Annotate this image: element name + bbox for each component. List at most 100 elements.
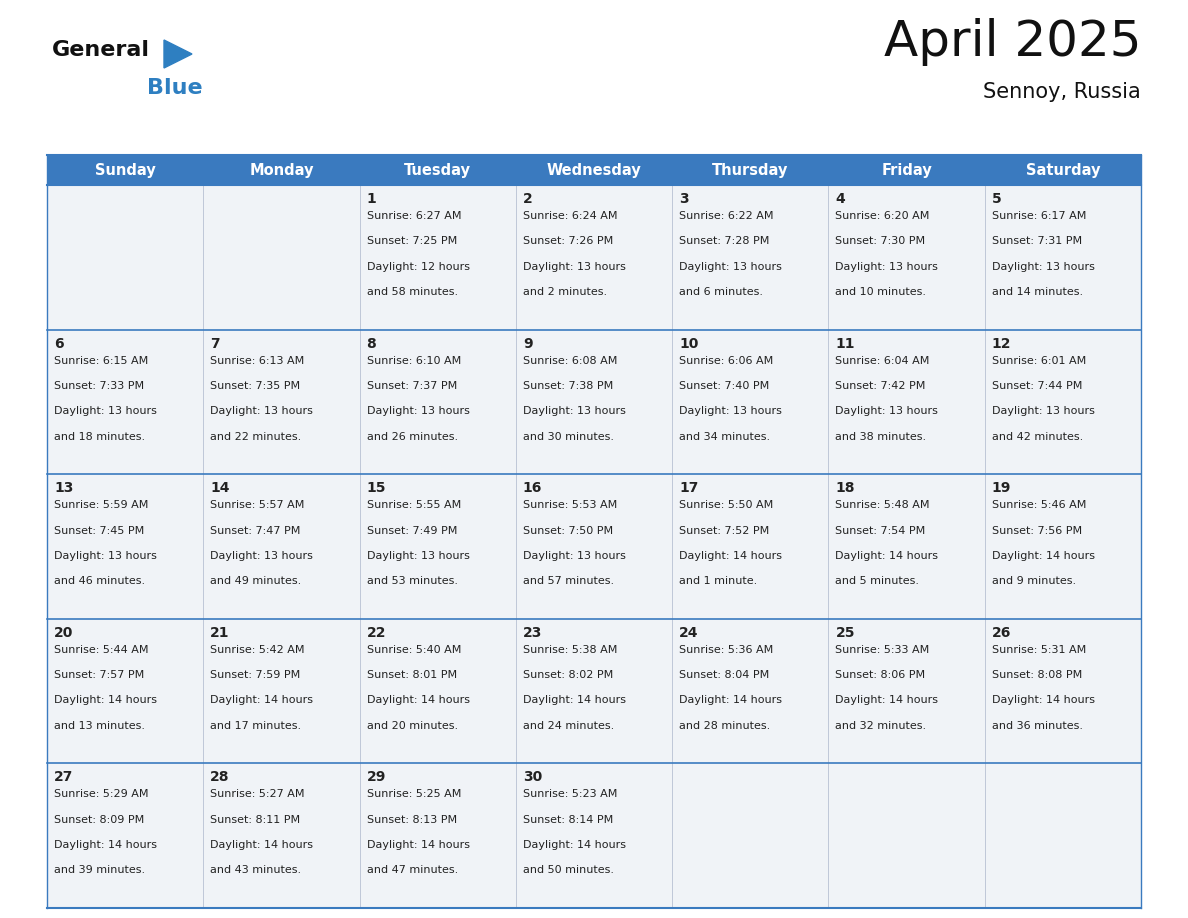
Text: 19: 19 bbox=[992, 481, 1011, 495]
Text: 12: 12 bbox=[992, 337, 1011, 351]
Text: Daylight: 14 hours: Daylight: 14 hours bbox=[992, 696, 1094, 705]
Text: and 50 minutes.: and 50 minutes. bbox=[523, 866, 614, 876]
Text: 5: 5 bbox=[992, 192, 1001, 206]
Text: 17: 17 bbox=[680, 481, 699, 495]
Text: Sunrise: 5:48 AM: Sunrise: 5:48 AM bbox=[835, 500, 930, 510]
Text: Daylight: 14 hours: Daylight: 14 hours bbox=[680, 696, 782, 705]
Text: Sunrise: 6:20 AM: Sunrise: 6:20 AM bbox=[835, 211, 930, 221]
Text: Sunset: 8:04 PM: Sunset: 8:04 PM bbox=[680, 670, 770, 680]
Text: and 20 minutes.: and 20 minutes. bbox=[367, 721, 457, 731]
Bar bbox=[828, 185, 985, 330]
Bar bbox=[360, 185, 516, 330]
Text: Sunrise: 6:22 AM: Sunrise: 6:22 AM bbox=[680, 211, 773, 221]
Text: Sunset: 7:52 PM: Sunset: 7:52 PM bbox=[680, 525, 770, 535]
Bar bbox=[828, 155, 985, 185]
Text: Daylight: 12 hours: Daylight: 12 hours bbox=[367, 262, 469, 272]
Text: Sunrise: 5:33 AM: Sunrise: 5:33 AM bbox=[835, 644, 930, 655]
Text: Sunrise: 5:36 AM: Sunrise: 5:36 AM bbox=[680, 644, 773, 655]
Text: and 46 minutes.: and 46 minutes. bbox=[53, 577, 145, 586]
Text: General: General bbox=[52, 40, 150, 60]
Text: 24: 24 bbox=[680, 626, 699, 640]
Text: Sunrise: 6:06 AM: Sunrise: 6:06 AM bbox=[680, 355, 773, 365]
Bar bbox=[516, 155, 672, 185]
Text: Sunset: 7:44 PM: Sunset: 7:44 PM bbox=[992, 381, 1082, 391]
Text: Sunset: 7:47 PM: Sunset: 7:47 PM bbox=[210, 525, 301, 535]
Bar bbox=[203, 764, 360, 908]
Text: Sunrise: 6:17 AM: Sunrise: 6:17 AM bbox=[992, 211, 1086, 221]
Text: and 43 minutes.: and 43 minutes. bbox=[210, 866, 302, 876]
Text: and 24 minutes.: and 24 minutes. bbox=[523, 721, 614, 731]
Text: 16: 16 bbox=[523, 481, 542, 495]
Text: Sunrise: 5:31 AM: Sunrise: 5:31 AM bbox=[992, 644, 1086, 655]
Text: and 58 minutes.: and 58 minutes. bbox=[367, 287, 457, 297]
Text: 7: 7 bbox=[210, 337, 220, 351]
Bar bbox=[203, 475, 360, 619]
Text: Sunrise: 5:29 AM: Sunrise: 5:29 AM bbox=[53, 789, 148, 800]
Text: Sunrise: 5:55 AM: Sunrise: 5:55 AM bbox=[367, 500, 461, 510]
Text: Sunset: 7:42 PM: Sunset: 7:42 PM bbox=[835, 381, 925, 391]
Text: and 38 minutes.: and 38 minutes. bbox=[835, 431, 927, 442]
Text: and 5 minutes.: and 5 minutes. bbox=[835, 577, 920, 586]
Text: Sunset: 8:13 PM: Sunset: 8:13 PM bbox=[367, 814, 456, 824]
Text: Sunrise: 5:38 AM: Sunrise: 5:38 AM bbox=[523, 644, 618, 655]
Text: and 22 minutes.: and 22 minutes. bbox=[210, 431, 302, 442]
Bar bbox=[985, 330, 1140, 475]
Text: Sunset: 7:59 PM: Sunset: 7:59 PM bbox=[210, 670, 301, 680]
Text: 2: 2 bbox=[523, 192, 532, 206]
Text: 6: 6 bbox=[53, 337, 64, 351]
Bar bbox=[360, 619, 516, 764]
Text: Sunrise: 6:13 AM: Sunrise: 6:13 AM bbox=[210, 355, 304, 365]
Text: Blue: Blue bbox=[147, 78, 203, 98]
Bar bbox=[48, 155, 203, 185]
Text: Sunset: 7:30 PM: Sunset: 7:30 PM bbox=[835, 236, 925, 246]
Text: Daylight: 13 hours: Daylight: 13 hours bbox=[523, 551, 626, 561]
Bar bbox=[672, 764, 828, 908]
Text: Sunrise: 5:27 AM: Sunrise: 5:27 AM bbox=[210, 789, 305, 800]
Text: 23: 23 bbox=[523, 626, 542, 640]
Text: Sunday: Sunday bbox=[95, 162, 156, 177]
Text: Saturday: Saturday bbox=[1025, 162, 1100, 177]
Text: and 30 minutes.: and 30 minutes. bbox=[523, 431, 614, 442]
Text: and 34 minutes.: and 34 minutes. bbox=[680, 431, 770, 442]
Bar bbox=[360, 764, 516, 908]
Text: Sunset: 7:37 PM: Sunset: 7:37 PM bbox=[367, 381, 457, 391]
Text: and 13 minutes.: and 13 minutes. bbox=[53, 721, 145, 731]
Text: Daylight: 13 hours: Daylight: 13 hours bbox=[835, 406, 939, 416]
Bar bbox=[672, 619, 828, 764]
Text: 4: 4 bbox=[835, 192, 845, 206]
Text: Sunset: 7:26 PM: Sunset: 7:26 PM bbox=[523, 236, 613, 246]
Text: Sunrise: 6:10 AM: Sunrise: 6:10 AM bbox=[367, 355, 461, 365]
Text: Sunrise: 5:44 AM: Sunrise: 5:44 AM bbox=[53, 644, 148, 655]
Text: 22: 22 bbox=[367, 626, 386, 640]
Bar bbox=[516, 619, 672, 764]
Text: 18: 18 bbox=[835, 481, 855, 495]
Text: Sunrise: 5:59 AM: Sunrise: 5:59 AM bbox=[53, 500, 148, 510]
Text: Sennoy, Russia: Sennoy, Russia bbox=[984, 82, 1140, 102]
Bar bbox=[516, 185, 672, 330]
Text: Daylight: 14 hours: Daylight: 14 hours bbox=[367, 840, 469, 850]
Text: Sunset: 8:14 PM: Sunset: 8:14 PM bbox=[523, 814, 613, 824]
Bar bbox=[48, 764, 203, 908]
Text: Daylight: 13 hours: Daylight: 13 hours bbox=[210, 551, 314, 561]
Text: Sunrise: 6:04 AM: Sunrise: 6:04 AM bbox=[835, 355, 930, 365]
Text: Sunrise: 6:01 AM: Sunrise: 6:01 AM bbox=[992, 355, 1086, 365]
Text: Daylight: 13 hours: Daylight: 13 hours bbox=[367, 551, 469, 561]
Text: Sunset: 8:11 PM: Sunset: 8:11 PM bbox=[210, 814, 301, 824]
Text: Sunrise: 5:42 AM: Sunrise: 5:42 AM bbox=[210, 644, 305, 655]
Text: and 28 minutes.: and 28 minutes. bbox=[680, 721, 770, 731]
Bar bbox=[672, 475, 828, 619]
Bar bbox=[48, 475, 203, 619]
Text: April 2025: April 2025 bbox=[884, 18, 1140, 66]
Text: Sunset: 8:09 PM: Sunset: 8:09 PM bbox=[53, 814, 144, 824]
Bar bbox=[828, 475, 985, 619]
Text: 10: 10 bbox=[680, 337, 699, 351]
Text: Daylight: 14 hours: Daylight: 14 hours bbox=[835, 551, 939, 561]
Bar bbox=[48, 330, 203, 475]
Text: Sunset: 7:25 PM: Sunset: 7:25 PM bbox=[367, 236, 457, 246]
Bar bbox=[203, 155, 360, 185]
Text: and 57 minutes.: and 57 minutes. bbox=[523, 577, 614, 586]
Text: Daylight: 14 hours: Daylight: 14 hours bbox=[53, 840, 157, 850]
Text: Sunrise: 5:50 AM: Sunrise: 5:50 AM bbox=[680, 500, 773, 510]
Text: Daylight: 13 hours: Daylight: 13 hours bbox=[523, 262, 626, 272]
Text: 1: 1 bbox=[367, 192, 377, 206]
